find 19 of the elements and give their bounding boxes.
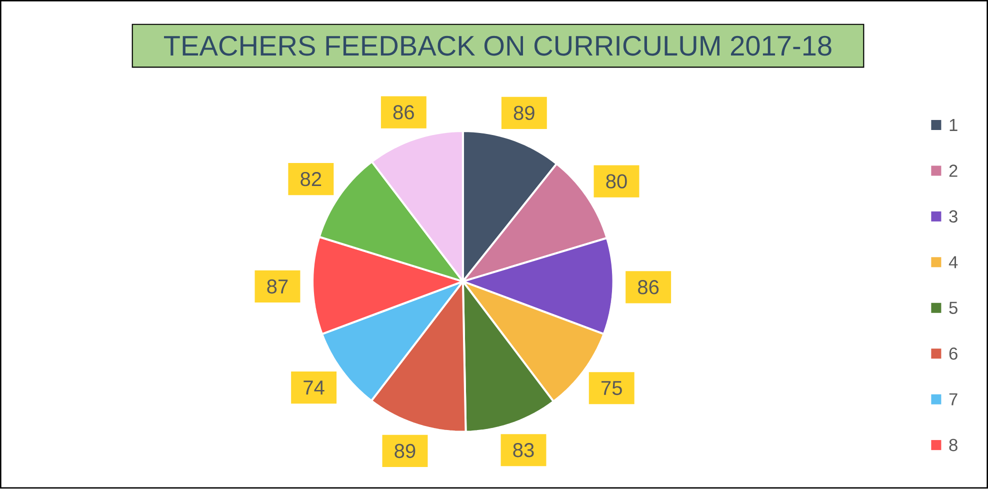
data-label: 89 [514, 106, 534, 120]
data-label: 86 [393, 105, 414, 120]
legend-label: 5 [949, 302, 958, 314]
legend-label: 8 [949, 439, 958, 452]
legend-label: 6 [949, 348, 958, 360]
data-label: 87 [267, 280, 288, 294]
data-label: 89 [394, 444, 416, 458]
data-label: 74 [304, 380, 324, 395]
data-label: 75 [601, 381, 622, 396]
data-label: 86 [638, 280, 659, 294]
data-label: 80 [606, 174, 627, 189]
legend-label: 4 [948, 256, 958, 268]
data-label: 83 [513, 443, 534, 458]
legend-label: 3 [949, 210, 958, 223]
data-label: 82 [300, 172, 322, 186]
legend-label: 2 [949, 164, 958, 177]
legend-label: 7 [949, 394, 958, 406]
legend-label: 1 [950, 119, 958, 132]
chart-title: TEACHERS FEEDBACK ON CURRICULUM 2017-18 [164, 36, 832, 56]
